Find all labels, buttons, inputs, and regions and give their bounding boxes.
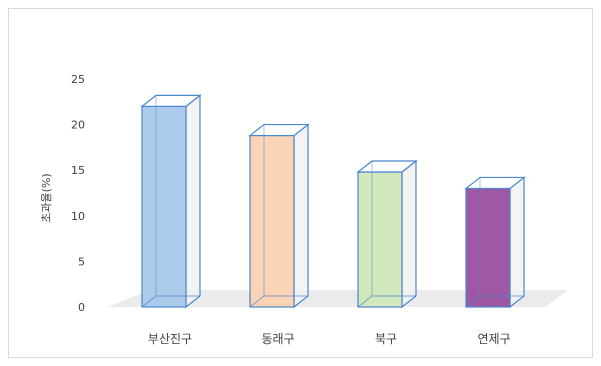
y-axis-title: 초과율(%) [40,173,53,222]
bar-side-face [509,176,525,309]
bar [140,94,202,309]
x-axis-labels: 부산진구 동래구 북구 연제구 [148,332,511,346]
y-tick-label: 15 [71,164,85,177]
y-tick-label: 5 [78,255,85,268]
y-tick-label: 25 [71,73,85,86]
bar-front-face [357,171,403,308]
bar-side-face [185,94,201,309]
bar-front-face [249,134,295,308]
x-category-label: 북구 [375,332,397,346]
bar-side-face [293,123,309,309]
bar [464,176,526,309]
x-category-label: 동래구 [261,332,294,346]
bar-front-face [141,105,187,308]
bar [248,123,310,309]
bar [356,159,418,309]
x-category-label: 연제구 [477,332,510,346]
bar-front-face [465,187,511,308]
y-tick-label: 20 [71,119,85,132]
y-tick-label: 10 [71,210,85,223]
bars [140,94,526,309]
bar-side-face [401,159,417,309]
x-category-label: 부산진구 [148,332,192,346]
chart-floor [108,290,568,307]
y-axis-ticks: 0 5 10 15 20 25 [71,73,85,314]
y-tick-label: 0 [78,301,85,314]
